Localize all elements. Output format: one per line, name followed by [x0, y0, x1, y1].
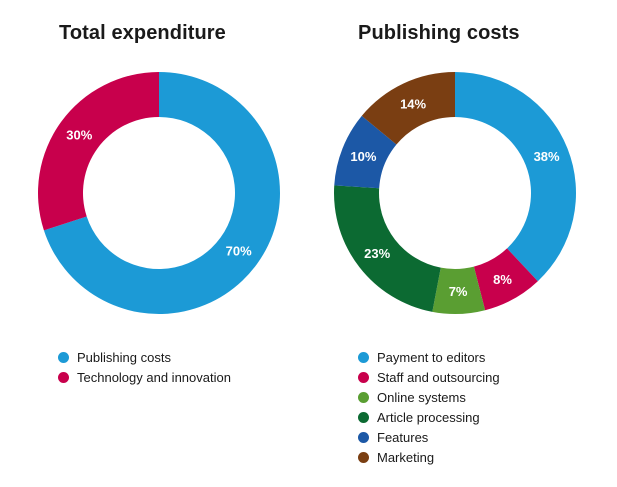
slice-label-features: 10% — [350, 149, 376, 164]
slice-label-payment-to-editors: 38% — [534, 149, 560, 164]
legend-label: Online systems — [377, 389, 466, 405]
slice-label-marketing: 14% — [400, 96, 426, 111]
slice-label-publishing-costs: 70% — [226, 243, 252, 258]
legend-swatch — [358, 351, 369, 363]
slice-label-article-processing: 23% — [364, 246, 390, 261]
donut-slice-features — [334, 115, 397, 189]
total-expenditure-legend: Publishing costs Technology and innovatio… — [58, 347, 231, 387]
legend-label: Features — [377, 429, 429, 445]
total-expenditure-panel: Total expenditure 70% 30% Publishing cost… — [0, 0, 308, 487]
total-expenditure-donut: 70% 30% — [37, 72, 280, 314]
legend-label: Publishing costs — [77, 349, 171, 365]
legend-item-publishing-costs: Publishing costs — [58, 347, 231, 367]
legend-swatch — [358, 451, 369, 463]
legend-item-marketing: Marketing — [358, 447, 500, 467]
donut-slice-payment-to-editors — [455, 72, 576, 282]
publishing-costs-legend: Payment to editors Staff and outsourcing O… — [358, 347, 500, 467]
slice-label-online-systems: 7% — [449, 284, 468, 299]
donut-slice-staff-and-outsourcing — [473, 248, 538, 311]
chart-title-total-expenditure: Total expenditure — [59, 22, 226, 44]
legend-label: Article processing — [377, 409, 480, 425]
publishing-costs-panel: Publishing costs 38% 8% 7% 23% 10% 14% Paymen… — [308, 0, 617, 487]
donut-slice-technology-and-innovation — [37, 72, 159, 231]
legend-item-article-processing: Article processing — [358, 407, 500, 427]
donut-slice-publishing-costs — [43, 72, 280, 314]
legend-item-staff-and-outsourcing: Staff and outsourcing — [358, 367, 500, 387]
legend-label: Staff and outsourcing — [377, 369, 500, 385]
donut-slice-article-processing — [334, 185, 441, 312]
legend-swatch — [358, 391, 369, 403]
legend-swatch — [358, 431, 369, 443]
legend-item-payment-to-editors: Payment to editors — [358, 347, 500, 367]
slice-label-technology-and-innovation: 30% — [66, 128, 92, 143]
legend-label: Marketing — [377, 449, 435, 465]
chart-title-publishing-costs: Publishing costs — [358, 22, 520, 44]
legend-label: Technology and innovation — [77, 369, 231, 385]
slice-label-staff-and-outsourcing: 8% — [493, 272, 512, 287]
legend-swatch — [58, 351, 69, 363]
legend-label: Payment to editors — [377, 349, 486, 365]
legend-item-features: Features — [358, 427, 500, 447]
legend-swatch — [358, 411, 369, 423]
legend-item-technology-and-innovation: Technology and innovation — [58, 367, 231, 387]
donut-slice-online-systems — [432, 266, 486, 314]
donut-slice-marketing — [361, 72, 455, 145]
legend-swatch — [358, 371, 369, 383]
legend-swatch — [58, 371, 69, 383]
legend-item-online-systems: Online systems — [358, 387, 500, 407]
publishing-costs-donut: 38% 8% 7% 23% 10% 14% — [334, 72, 576, 314]
